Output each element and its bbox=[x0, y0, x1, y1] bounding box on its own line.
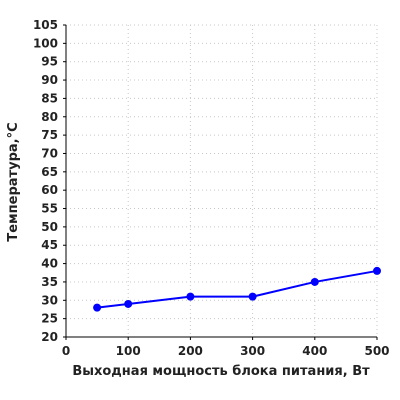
data-point bbox=[310, 277, 319, 286]
y-tick-label: 60 bbox=[41, 183, 58, 197]
y-tick-label: 30 bbox=[41, 293, 58, 307]
y-tick-label: 55 bbox=[41, 202, 58, 216]
y-tick-label: 25 bbox=[41, 312, 58, 326]
y-tick-label: 80 bbox=[41, 110, 58, 124]
x-tick-label: 100 bbox=[116, 344, 141, 358]
y-tick-label: 95 bbox=[41, 55, 58, 69]
x-tick-labels: 0 100 200 300 400 500 bbox=[62, 344, 390, 358]
series bbox=[93, 266, 381, 312]
y-tick-label: 70 bbox=[41, 146, 58, 160]
y-tick-label: 85 bbox=[41, 91, 58, 105]
data-point bbox=[93, 303, 102, 312]
y-tick-labels: 20 25 30 35 40 45 50 55 60 65 70 75 80 85 90 95 100 105 bbox=[33, 18, 58, 344]
series-line bbox=[96, 269, 378, 309]
x-tick-label: 500 bbox=[364, 344, 389, 358]
y-tick-label: 65 bbox=[41, 165, 58, 179]
data-point bbox=[373, 266, 381, 275]
x-tick-label: 200 bbox=[178, 344, 203, 358]
y-tick-label: 75 bbox=[41, 128, 58, 142]
data-point bbox=[124, 299, 133, 308]
y-tick-label: 105 bbox=[33, 18, 58, 32]
x-tick-label: 400 bbox=[302, 344, 327, 358]
data-point bbox=[186, 292, 195, 301]
axes bbox=[63, 24, 378, 340]
y-tick-label: 90 bbox=[41, 73, 58, 87]
y-tick-label: 20 bbox=[41, 330, 58, 344]
x-tick-label: 0 bbox=[62, 344, 70, 358]
y-tick-label: 45 bbox=[41, 238, 58, 252]
y-axis-title: Температура,°C bbox=[6, 122, 21, 241]
y-tick-label: 50 bbox=[41, 220, 58, 234]
x-tick-label: 300 bbox=[240, 344, 265, 358]
data-point bbox=[248, 292, 257, 301]
y-tick-label: 100 bbox=[33, 36, 58, 50]
y-tick-label: 40 bbox=[41, 257, 58, 271]
y-tick-label: 35 bbox=[41, 275, 58, 289]
x-axis-title: Выходная мощность блока питания, Вт bbox=[72, 364, 370, 379]
